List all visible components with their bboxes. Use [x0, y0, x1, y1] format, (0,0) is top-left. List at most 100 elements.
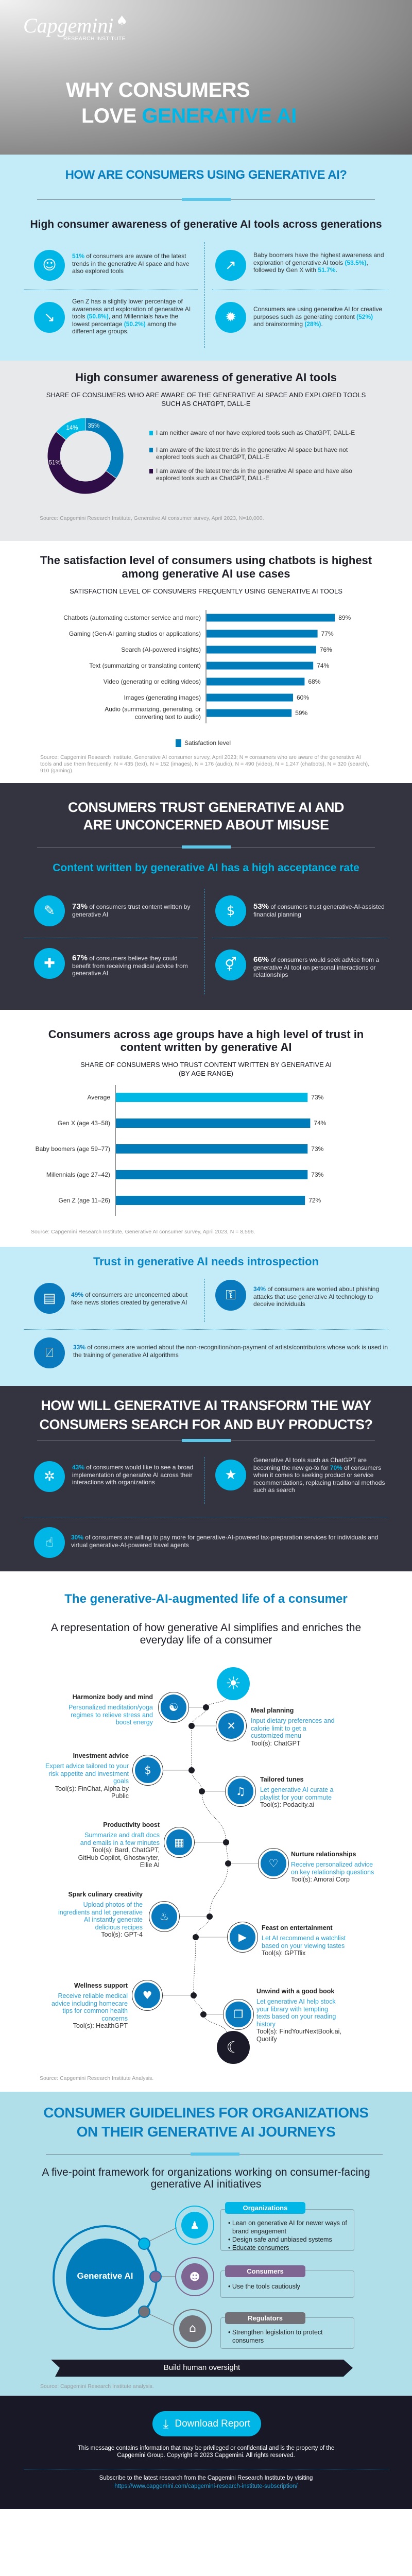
regulators-circle	[179, 2315, 206, 2342]
grid-divider-vertical	[204, 889, 205, 994]
stat-highlight: 70%	[330, 1464, 342, 1471]
capgemini-logo: Capgemini ♠ RESEARCH INSTITUTE	[23, 13, 128, 42]
bar	[207, 693, 293, 702]
section-subheading: High consumer awareness of generative AI…	[30, 218, 382, 230]
section-subheading: Content written by generative AI has a h…	[53, 862, 359, 874]
download-report-button[interactable]: ⤓ Download Report	[152, 2411, 261, 2436]
stat-highlight: 34%	[253, 1285, 266, 1293]
regulators-tab: Regulators	[225, 2312, 305, 2324]
stat-text: Baby boomers have the highest awareness …	[253, 251, 385, 274]
stat-text: 51% of consumers are aware of the latest…	[72, 252, 193, 275]
timeline-curve	[191, 1698, 229, 2033]
node-organizations	[138, 2238, 150, 2250]
stat-text: Generative AI tools such as ChatGPT are …	[253, 1456, 390, 1494]
timeline-node	[207, 1913, 213, 1920]
hero-title-accent: GENERATIVE AI	[142, 105, 297, 127]
trust-section: CONSUMERS TRUST GENERATIVE AI AND ARE UN…	[0, 783, 412, 1010]
guideline-point: • Educate consumers	[228, 2244, 289, 2251]
timeline-item: Wellness support Receive reliable medical…	[43, 1982, 128, 2030]
stat-copy: of consumers are worried about phishing …	[253, 1285, 380, 1308]
people-group-icon: ☻	[189, 2270, 200, 2283]
source-note: Source: Capgemini Research Institute, Ge…	[40, 754, 370, 774]
hero-title-line2: LOVE	[81, 105, 142, 127]
category-label: Gaming (Gen-AI gaming studios or applica…	[69, 630, 201, 637]
category-label: Chatbots (automating customer service an…	[63, 614, 201, 621]
spade-icon: ♠	[116, 13, 128, 29]
stat-copy: of consumers would like to see a broad i…	[72, 1464, 194, 1486]
stat-copy: of consumers are willing to pay more for…	[71, 1534, 379, 1549]
chart-legend: Satisfaction level	[176, 739, 231, 748]
bar-value-label: 73%	[311, 1145, 323, 1153]
stat-text: 30% of consumers are willing to pay more…	[71, 1534, 388, 1549]
organizations-tab: Organizations	[225, 2202, 305, 2214]
category-label: Average	[88, 1094, 111, 1101]
consumers-circle	[181, 2263, 208, 2290]
timeline-item-title: Meal planning	[251, 1707, 294, 1714]
trust-age-chart-section: Consumers across age groups have a high …	[0, 1010, 412, 1247]
chart-title: SHARE OF CONSUMERS WHO TRUST CONTENT WRI…	[80, 1061, 332, 1077]
no-artwork-icon: ⍁	[34, 1337, 65, 1368]
stat-copy: of consumers are aware of the latest tre…	[72, 252, 190, 275]
stat-text: Gen Z has a slightly lower percentage of…	[72, 298, 193, 335]
stat-highlight: (50.2%)	[124, 320, 146, 328]
section-heading: CONSUMERS TRUST GENERATIVE AI AND ARE UN…	[67, 800, 345, 833]
bar	[207, 630, 318, 638]
timeline-node	[225, 1860, 231, 1867]
legend-swatch	[149, 468, 153, 473]
consumers-tab: Consumers	[225, 2265, 305, 2277]
regulators-points: • Strengthen legislation to protect cons…	[228, 2328, 350, 2345]
timeline-item-title: Wellness support	[74, 1982, 128, 1989]
lightbulb-gear-icon: ✹	[215, 302, 246, 333]
timeline-item-tools: Tool(s): ChatGPT	[251, 1739, 301, 1747]
pen-tablet-icon: ✎	[34, 895, 65, 926]
timeline-node	[188, 1767, 195, 1773]
satisfaction-bar-chart: 89% Chatbots (automating customer service…	[63, 610, 351, 723]
divider-accent	[182, 1439, 231, 1442]
timeline-item-description: Summarize and draft docs and emails in a…	[80, 1832, 160, 1846]
guideline-point: • Design safe and unbiased systems	[228, 2236, 332, 2243]
node-consumers	[149, 2270, 162, 2283]
stat-highlight: (50.8%)	[87, 313, 109, 320]
stat-highlight: 51%	[72, 252, 85, 260]
timeline-node	[188, 1723, 195, 1729]
subscribe-text: Subscribe to the latest research from th…	[99, 2475, 313, 2481]
legend-item: I am aware of the latest trends in the g…	[149, 467, 355, 482]
monitor-chat-icon: ▦	[166, 1829, 192, 1855]
stat-highlight: 33%	[73, 1344, 86, 1351]
usage-section: HOW ARE CONSUMERS USING GENERATIVE AI? H…	[0, 155, 412, 361]
download-icon: ⤓	[163, 2416, 169, 2431]
institution-icon: ⌂	[189, 2322, 196, 2335]
stat-highlight: 73%	[72, 902, 88, 911]
category-label: Text (summarizing or translating content…	[89, 662, 201, 669]
tap-pay-icon: ☝	[34, 1527, 65, 1558]
grid-divider-vertical	[204, 242, 205, 348]
stat-copy: of consumers trust generative-AI-assiste…	[253, 903, 385, 918]
timeline-item-description: Receive reliable medical advice includin…	[51, 1992, 128, 2022]
section-heading: HOW ARE CONSUMERS USING GENERATIVE AI?	[65, 168, 347, 182]
stat-highlight: 49%	[71, 1291, 84, 1298]
timeline-item-title: Tailored tunes	[260, 1776, 304, 1783]
bar	[116, 1170, 308, 1179]
moon-icon: ☾	[217, 2031, 250, 2064]
chart-section-title: The satisfaction level of consumers usin…	[40, 554, 372, 580]
center-label: Generative AI	[77, 2271, 133, 2281]
source-note: Source: Capgemini Research Institute Ana…	[40, 2075, 154, 2081]
stat-copy: of consumers trust content written by ge…	[72, 903, 191, 918]
bar-value-label: 76%	[320, 646, 332, 653]
timeline-item-description: Let generative AI help stock your librar…	[256, 1998, 336, 2028]
stat-copy: Generative AI tools such as ChatGPT are …	[253, 1456, 367, 1471]
bar	[116, 1144, 308, 1154]
stat-copy: .	[321, 320, 323, 328]
timeline-item-title: Investment advice	[73, 1752, 129, 1759]
timeline-node	[200, 2011, 207, 2018]
download-report-label: Download Report	[175, 2418, 251, 2429]
stat-copy: of consumers believe they could benefit …	[72, 955, 188, 977]
timeline-item-description: Upload photos of the ingredients and let…	[58, 1901, 143, 1931]
organizations-circle	[181, 2212, 208, 2239]
subscribe-link[interactable]: https://www.capgemini.com/capgemini-rese…	[114, 2483, 298, 2489]
bar-value-label: 68%	[308, 678, 320, 685]
bar	[116, 1118, 311, 1128]
life-timeline-section: The generative-AI-augmented life of a co…	[0, 1571, 412, 2092]
stat-highlight: (53.5%)	[345, 259, 367, 266]
bar-value-label: 89%	[338, 614, 351, 621]
